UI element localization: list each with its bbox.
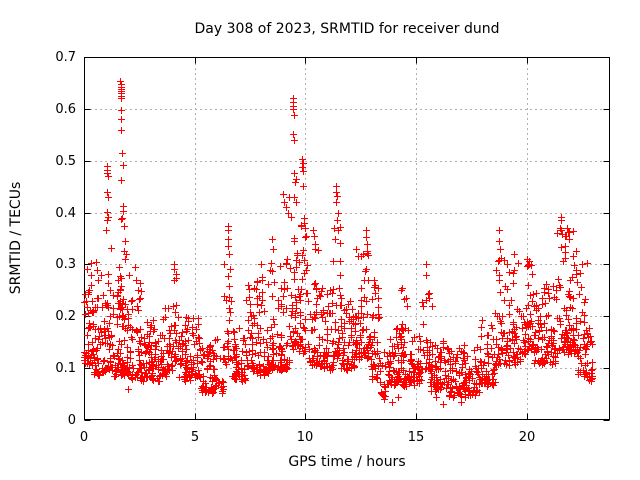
tick-labels: 0 5 10 15 20 0 0.1 0.2 0.3 0.4 0.5 0.6 0.7: [55, 50, 535, 445]
data-points: [81, 78, 596, 408]
y-axis-label: SRMTID / TECUs: [8, 182, 24, 295]
plot-border: [84, 57, 610, 420]
chart-title: Day 308 of 2023, SRMTID for receiver dun…: [195, 21, 500, 37]
y-tick-label: 0.6: [55, 102, 76, 117]
y-tick-label: 0.1: [55, 361, 76, 376]
y-tick-label: 0.7: [55, 50, 76, 65]
axis-ticks: [84, 57, 610, 421]
x-axis-label: GPS time / hours: [288, 454, 405, 470]
x-tick-label: 5: [191, 430, 199, 445]
x-tick-label: 10: [297, 430, 314, 445]
y-tick-label: 0.4: [55, 206, 76, 221]
y-tick-label: 0.5: [55, 154, 76, 169]
x-tick-label: 15: [408, 430, 425, 445]
y-tick-label: 0.2: [55, 309, 76, 324]
x-tick-label: 20: [519, 430, 536, 445]
y-tick-label: 0: [68, 413, 76, 428]
scatter-markers: [81, 78, 596, 408]
x-tick-label: 0: [80, 430, 88, 445]
y-tick-label: 0.3: [55, 257, 76, 272]
